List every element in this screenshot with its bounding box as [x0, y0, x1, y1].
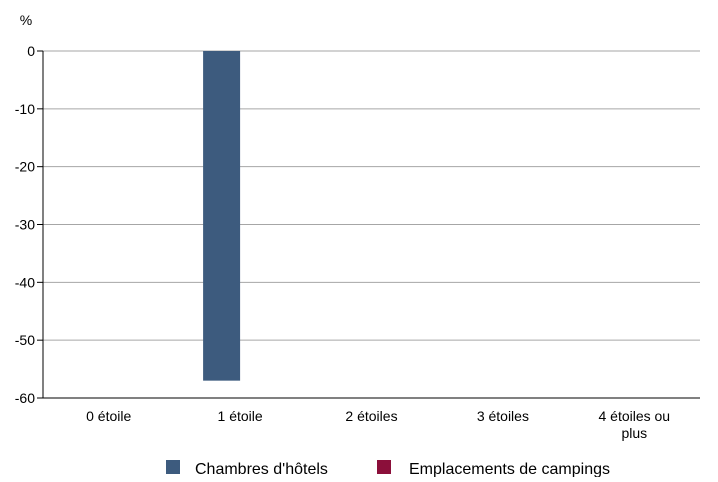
x-category-label: 1 étoile — [218, 408, 263, 424]
bar — [203, 51, 241, 381]
y-tick-label: -20 — [15, 159, 35, 175]
y-axis-unit-label: % — [20, 12, 32, 28]
y-axis-ticks: 0 -10 -20 -30 -40 -50 -60 — [15, 43, 43, 406]
legend-swatch — [377, 460, 391, 474]
y-tick-label: 0 — [27, 43, 35, 59]
x-category-label: 0 étoile — [86, 408, 131, 424]
legend: Chambres d'hôtels Emplacements de camping… — [166, 460, 610, 478]
x-category-label: 2 étoiles — [345, 408, 397, 424]
x-axis-category-labels: 0 étoile 1 étoile 2 étoiles 3 étoiles 4 étoi… — [86, 408, 670, 441]
y-tick-label: -10 — [15, 101, 35, 117]
y-tick-label: -30 — [15, 217, 35, 233]
legend-label: Emplacements de campings — [409, 461, 610, 477]
y-tick-label: -50 — [15, 332, 35, 348]
x-category-label: 3 étoiles — [477, 408, 529, 424]
x-category-label: 4 étoiles ou plus — [598, 408, 670, 441]
axes — [42, 51, 700, 399]
legend-label: Chambres d'hôtels — [195, 461, 328, 477]
gridlines — [43, 50, 700, 341]
legend-swatch — [166, 460, 180, 474]
y-tick-label: -40 — [15, 274, 35, 290]
bars — [203, 51, 241, 381]
y-tick-label: -60 — [15, 390, 35, 406]
